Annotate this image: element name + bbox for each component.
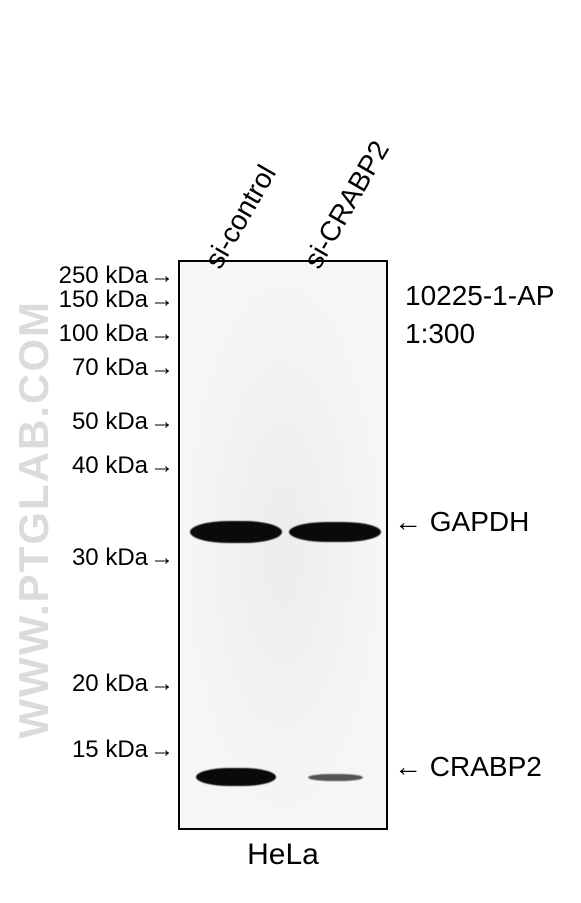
- band-label-CRABP2: ← CRABP2: [394, 751, 542, 783]
- mw-text: 150 kDa: [59, 286, 148, 313]
- mw-marker-5: 40 kDa→: [72, 452, 174, 480]
- band-GAPDH-lane1: [190, 521, 282, 543]
- band-GAPDH-lane2: [289, 522, 381, 542]
- mw-text: 40 kDa: [72, 452, 148, 479]
- arrow-right-icon: →: [150, 452, 174, 480]
- mw-marker-4: 50 kDa→: [72, 408, 174, 436]
- mw-text: 50 kDa: [72, 408, 148, 435]
- arrow-right-icon: →: [150, 736, 174, 764]
- mw-text: 250 kDa: [59, 262, 148, 289]
- mw-text: 30 kDa: [72, 544, 148, 571]
- dilution-label: 1:300: [405, 318, 475, 350]
- mw-text: 100 kDa: [59, 320, 148, 347]
- arrow-left-icon: ←: [394, 751, 430, 782]
- band-CRABP2-lane1: [196, 768, 276, 786]
- mw-marker-7: 20 kDa→: [72, 670, 174, 698]
- mw-marker-8: 15 kDa→: [72, 736, 174, 764]
- band-label-text: GAPDH: [430, 506, 530, 537]
- arrow-right-icon: →: [150, 408, 174, 436]
- antibody-id-label: 10225-1-AP: [405, 280, 554, 312]
- mw-marker-1: 150 kDa→: [59, 286, 174, 314]
- mw-marker-2: 100 kDa→: [59, 320, 174, 348]
- lane-label-1: si-CRABP2: [297, 135, 396, 274]
- band-CRABP2-lane2: [308, 774, 363, 781]
- mw-marker-6: 30 kDa→: [72, 544, 174, 572]
- western-blot-figure: si-controlsi-CRABP2 250 kDa→150 kDa→100 …: [0, 0, 581, 903]
- mw-marker-3: 70 kDa→: [72, 354, 174, 382]
- mw-text: 20 kDa: [72, 670, 148, 697]
- band-label-text: CRABP2: [430, 751, 542, 782]
- arrow-right-icon: →: [150, 670, 174, 698]
- arrow-right-icon: →: [150, 544, 174, 572]
- lane-label-0: si-control: [198, 160, 283, 274]
- mw-text: 15 kDa: [72, 736, 148, 763]
- blot-membrane: [178, 260, 388, 830]
- arrow-right-icon: →: [150, 320, 174, 348]
- arrow-right-icon: →: [150, 286, 174, 314]
- band-label-GAPDH: ← GAPDH: [394, 506, 529, 538]
- mw-text: 70 kDa: [72, 354, 148, 381]
- arrow-left-icon: ←: [394, 506, 430, 537]
- cell-line-label: HeLa: [178, 838, 388, 872]
- arrow-right-icon: →: [150, 354, 174, 382]
